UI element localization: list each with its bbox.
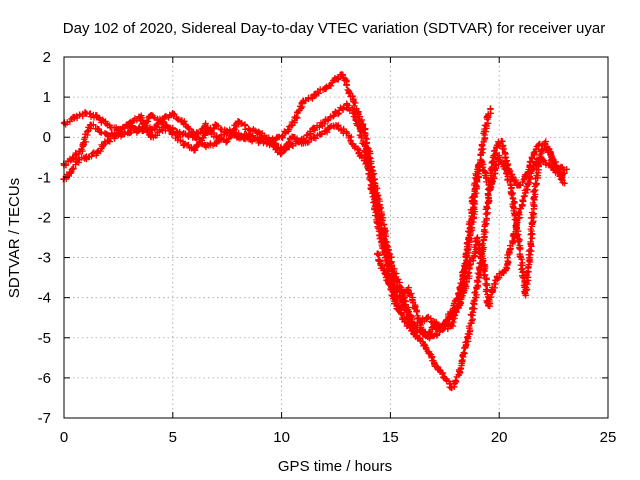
x-tick-label: 5 bbox=[169, 429, 177, 446]
series-4-track bbox=[374, 145, 566, 342]
x-tick-label: 10 bbox=[273, 429, 290, 446]
y-axis-label: SDTVAR / TECUs bbox=[6, 178, 23, 298]
y-tick-label: -7 bbox=[38, 410, 51, 427]
x-tick-label: 0 bbox=[60, 429, 68, 446]
y-tick-label: -4 bbox=[38, 290, 51, 307]
y-tick-label: -6 bbox=[38, 370, 51, 387]
y-tick-labels: 2 1 0 -1 -2 -3 -4 -5 -6 -7 bbox=[38, 49, 51, 427]
y-tick-label: 0 bbox=[43, 129, 51, 146]
y-tick-label: -5 bbox=[38, 330, 51, 347]
y-tick-label: 2 bbox=[43, 49, 51, 66]
x-tick-labels: 0 5 10 15 20 25 bbox=[60, 429, 617, 446]
y-tick-label: -1 bbox=[38, 169, 51, 186]
axis-ticks bbox=[63, 56, 609, 419]
x-tick-label: 15 bbox=[382, 429, 399, 446]
y-tick-label: 1 bbox=[43, 89, 51, 106]
data-series bbox=[60, 71, 570, 392]
chart-title: Day 102 of 2020, Sidereal Day-to-day VTE… bbox=[63, 20, 605, 37]
y-tick-label: -2 bbox=[38, 209, 51, 226]
x-tick-label: 25 bbox=[600, 429, 617, 446]
y-tick-label: -3 bbox=[38, 250, 51, 267]
plot-frame bbox=[63, 56, 609, 419]
x-axis-label: GPS time / hours bbox=[278, 458, 392, 475]
x-tick-label: 20 bbox=[491, 429, 508, 446]
